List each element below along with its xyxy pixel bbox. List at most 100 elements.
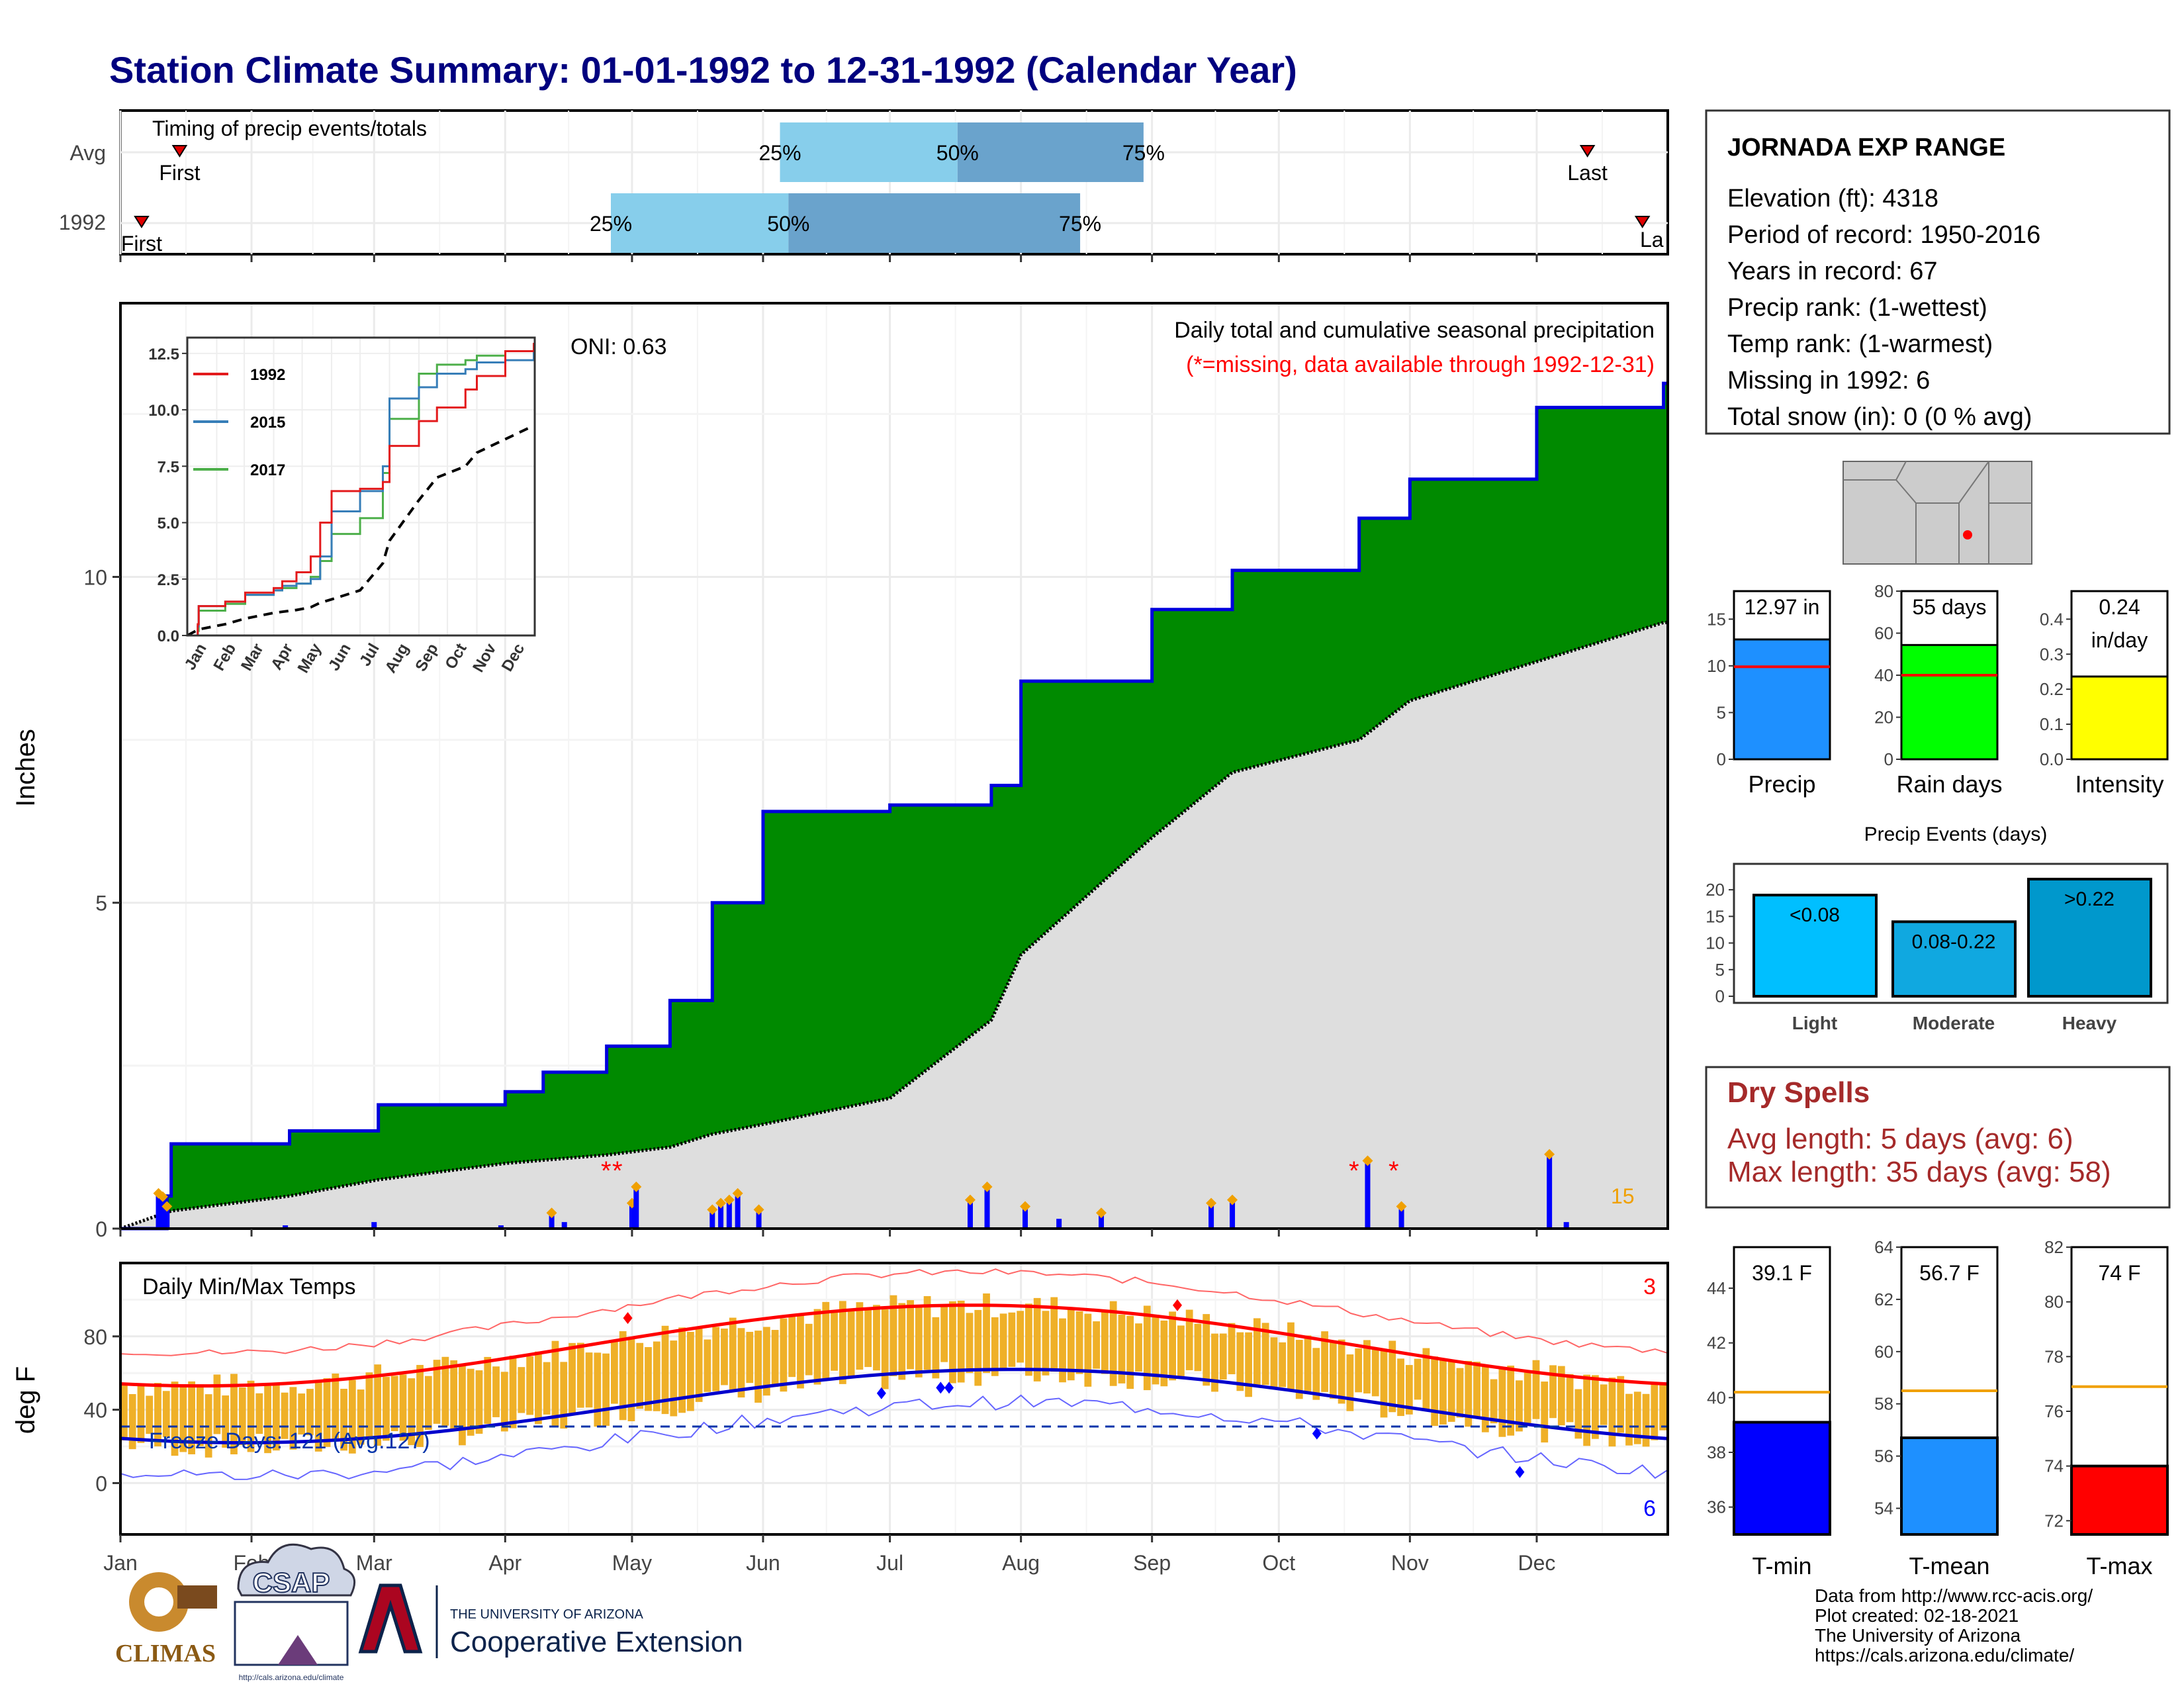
month-tick-label: Mar <box>356 1551 392 1575</box>
month-tick-label: Jan <box>103 1551 138 1575</box>
daily-temp-bar <box>1177 1325 1185 1378</box>
daily-precip-bar <box>1563 1222 1569 1229</box>
daily-temp-bar <box>298 1393 306 1435</box>
daily-temp-bar <box>390 1376 398 1432</box>
daily-temp-bar <box>1456 1368 1464 1418</box>
daily-temp-bar <box>1490 1379 1498 1424</box>
daily-temp-bar <box>551 1340 559 1427</box>
daily-temp-bar <box>1042 1311 1050 1376</box>
daily-precip-bar <box>718 1205 724 1229</box>
daily-temp-bar <box>1549 1365 1557 1419</box>
daily-record-marker <box>1544 1149 1555 1160</box>
inset-y-tick: 2.5 <box>158 571 179 589</box>
month-tick-label: Nov <box>1391 1551 1429 1575</box>
daily-temp-bar <box>889 1295 897 1376</box>
station-name: JORNADA EXP RANGE <box>1727 134 2005 162</box>
daily-temp-bar <box>1321 1331 1328 1392</box>
daily-temp-bar <box>1473 1362 1480 1417</box>
station-info-line: Period of record: 1950-2016 <box>1727 221 2040 249</box>
daily-temp-bar <box>805 1323 813 1376</box>
daily-temp-bar <box>1059 1318 1066 1383</box>
daily-precip-bar <box>1099 1215 1105 1229</box>
inset-legend-label: 2017 <box>250 461 285 479</box>
daily-temp-bar <box>1169 1311 1176 1381</box>
daily-temp-bar <box>602 1353 610 1426</box>
daily-record-marker <box>753 1204 764 1215</box>
daily-temp-bar <box>154 1383 161 1446</box>
daily-temp-bar <box>1152 1315 1160 1385</box>
daily-temp-bar <box>535 1351 542 1425</box>
daily-temp-bar <box>1414 1358 1422 1400</box>
inset-y-tick: 12.5 <box>148 346 179 363</box>
month-tick-label: Oct <box>1262 1551 1295 1575</box>
daily-temp-bar <box>1380 1350 1388 1418</box>
month-tick-label: Aug <box>1002 1551 1040 1575</box>
daily-temp-bar <box>1338 1339 1345 1404</box>
daily-record-marker <box>157 1191 168 1202</box>
missing-marker: * <box>1388 1156 1399 1186</box>
timing-bar-50-75 <box>957 122 1144 182</box>
inset-legend-label: 1992 <box>250 366 285 384</box>
daily-temp-bar <box>1481 1365 1489 1432</box>
daily-temp-bar <box>433 1360 441 1424</box>
daily-temp-bar <box>1253 1318 1261 1386</box>
record-temp-marker <box>1515 1466 1525 1478</box>
daily-temp-bar <box>1329 1340 1337 1399</box>
daily-temp-bar <box>492 1366 500 1417</box>
precip-y-tick: 10 <box>83 565 107 589</box>
timing-last-marker <box>1579 145 1596 158</box>
events-y-tick: 15 <box>1706 906 1725 926</box>
oni-label: ONI: 0.63 <box>570 334 667 359</box>
daily-temp-bar <box>120 1383 128 1441</box>
mini-bar-y-tick: 15 <box>1707 609 1726 629</box>
daily-temp-bar <box>1608 1378 1616 1447</box>
missing-note: (*=missing, data available through 1992-… <box>1186 352 1655 377</box>
events-y-tick: 20 <box>1706 880 1725 900</box>
temp-bar-value: 74 F <box>2098 1261 2140 1285</box>
daily-temp-bar <box>569 1342 576 1414</box>
daily-record-marker <box>707 1204 718 1215</box>
temp-bar-y-tick: 38 <box>1707 1442 1726 1462</box>
daily-precip-bar <box>549 1215 555 1229</box>
daily-precip-bar <box>561 1222 567 1229</box>
daily-temp-bar <box>383 1376 390 1441</box>
daily-temp-bar <box>678 1327 686 1413</box>
temp-bar-y-tick: 62 <box>1874 1289 1893 1309</box>
daily-temp-bar <box>721 1329 728 1385</box>
daily-temp-bar <box>957 1300 965 1383</box>
daily-record-marker <box>546 1207 557 1219</box>
temp-bar <box>1733 1421 1831 1536</box>
daily-temp-bar <box>281 1392 289 1439</box>
daily-temp-bar <box>813 1309 821 1385</box>
inset-series-1992 <box>187 342 535 637</box>
events-title: Precip Events (days) <box>1864 823 2048 845</box>
record-temp-marker <box>944 1382 954 1394</box>
precip-events-chart: Precip Events (days) <0.08 Light 0.08-0.22… <box>1706 823 2169 1033</box>
daily-temp-bar <box>670 1340 678 1417</box>
footer-credit-line: Plot created: 02-18-2021 <box>1815 1605 2019 1626</box>
month-tick-label: Apr <box>488 1551 522 1575</box>
temp-bar-y-tick: 58 <box>1874 1394 1893 1414</box>
timing-bar-50-75 <box>788 193 1081 253</box>
daily-temp-bar <box>459 1364 466 1446</box>
climatology-line <box>120 620 1668 1231</box>
daily-temp-bar <box>1465 1360 1473 1427</box>
tmin-average-line <box>120 1368 1668 1444</box>
daily-temp-bar <box>137 1385 145 1443</box>
missing-marker: * <box>601 1156 612 1186</box>
mini-bar-y-tick: 0.2 <box>2040 679 2064 699</box>
mini-bar-y-tick: 80 <box>1874 581 1893 601</box>
event-bar <box>1752 894 1878 998</box>
daily-temp-bar <box>213 1374 221 1434</box>
daily-temp-bar <box>1295 1340 1303 1399</box>
station-info-box: JORNADA EXP RANGE Elevation (ft): 4318 Pe… <box>1705 109 2171 435</box>
daily-temp-bar <box>348 1380 356 1454</box>
daily-temp-bar <box>1633 1391 1641 1444</box>
daily-temp-bar <box>1279 1342 1287 1387</box>
daily-temp-bar <box>1642 1393 1650 1447</box>
mini-bar-y-tick: 60 <box>1874 624 1893 643</box>
daily-precip-bar <box>498 1225 504 1229</box>
daily-temp-bar <box>940 1306 948 1362</box>
events-y-tick: 10 <box>1706 933 1725 953</box>
dry-spells-title: Dry Spells <box>1727 1076 1870 1109</box>
